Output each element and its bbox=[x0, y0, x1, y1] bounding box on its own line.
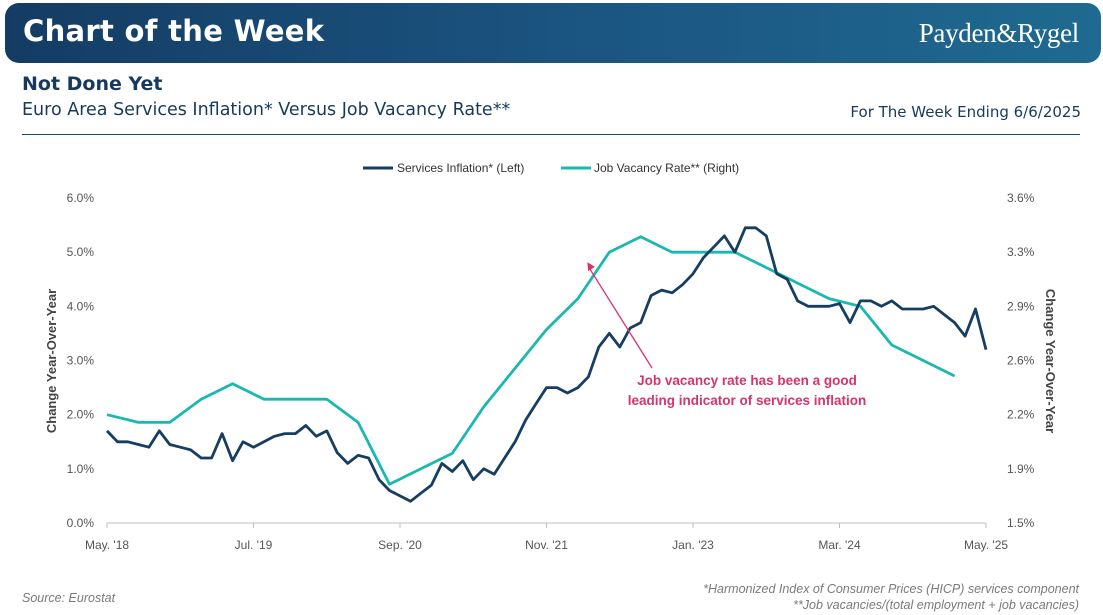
y-left-tick-label: 4.0% bbox=[67, 299, 95, 313]
annotation-arrow-line bbox=[588, 267, 653, 369]
y-left-tick-label: 0.0% bbox=[67, 516, 95, 530]
y-left-tick-label: 1.0% bbox=[67, 462, 95, 476]
x-tick-label: Nov. '21 bbox=[525, 538, 568, 552]
headline: Not Done Yet bbox=[22, 73, 163, 95]
y-left-axis-title: Change Year-Over-Year bbox=[44, 289, 59, 433]
y-left-tick-label: 2.0% bbox=[67, 408, 95, 422]
x-tick-label: May. '25 bbox=[964, 538, 1008, 552]
annotation-arrow-head bbox=[587, 262, 595, 272]
x-tick-label: May. '18 bbox=[85, 538, 129, 552]
y-right-tick-label: 3.3% bbox=[1007, 245, 1035, 259]
legend-label-vacancy: Job Vacancy Rate** (Right) bbox=[594, 161, 739, 175]
source-note: Source: Eurostat bbox=[22, 591, 116, 605]
x-tick-label: Sep. '20 bbox=[378, 538, 422, 552]
series-line-services-inflation bbox=[105, 226, 988, 503]
y-left-tick-label: 3.0% bbox=[67, 354, 95, 368]
legend-label-services: Services Inflation* (Left) bbox=[397, 161, 524, 175]
footnotes: *Harmonized Index of Consumer Prices (HI… bbox=[703, 581, 1079, 613]
brand-logo: Payden&Rygel bbox=[918, 18, 1080, 48]
week-ending: For The Week Ending 6/6/2025 bbox=[850, 103, 1081, 121]
annotation-text-line1: Job vacancy rate has been a good bbox=[637, 373, 857, 388]
x-tick-label: Jul. '19 bbox=[235, 538, 273, 552]
footnote-vacancy: **Job vacancies/(total employment + job … bbox=[793, 598, 1079, 612]
footnote-hicp: *Harmonized Index of Consumer Prices (HI… bbox=[703, 582, 1079, 596]
y-right-tick-label: 1.5% bbox=[1007, 516, 1035, 530]
banner-title: Chart of the Week bbox=[23, 14, 325, 48]
y-left-tick-label: 6.0% bbox=[67, 191, 95, 205]
x-tick-label: Mar. '24 bbox=[818, 538, 861, 552]
y-right-tick-label: 1.9% bbox=[1007, 462, 1035, 476]
x-tick-label: Jan. '23 bbox=[672, 538, 714, 552]
annotation-text-line2: leading indicator of services inflation bbox=[628, 393, 867, 408]
subtitle: Euro Area Services Inflation* Versus Job… bbox=[22, 100, 511, 120]
header-banner: Chart of the Week Payden&Rygel bbox=[5, 3, 1101, 63]
y-right-tick-label: 2.2% bbox=[1007, 408, 1035, 422]
y-right-axis-title: Change Year-Over-Year bbox=[1043, 289, 1058, 433]
y-right-tick-label: 2.9% bbox=[1007, 299, 1035, 313]
header-divider bbox=[22, 134, 1080, 135]
y-left-tick-label: 5.0% bbox=[67, 245, 95, 259]
y-right-tick-label: 3.6% bbox=[1007, 191, 1035, 205]
series-line-job-vacancy bbox=[106, 235, 956, 486]
y-right-tick-label: 2.6% bbox=[1007, 354, 1035, 368]
